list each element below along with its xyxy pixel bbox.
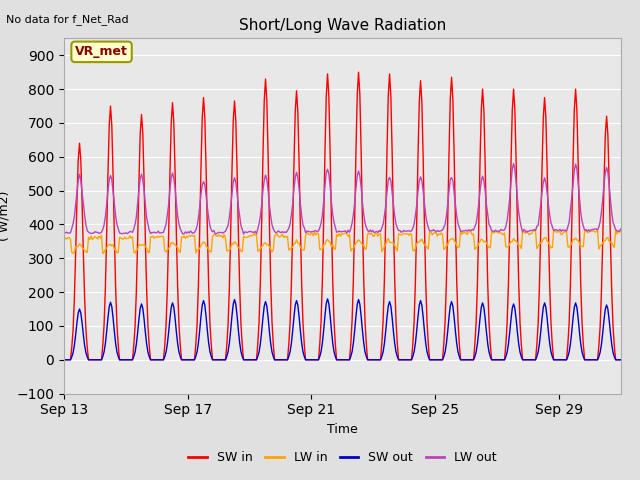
- SW out: [572, 300, 579, 306]
- LW out: [509, 161, 517, 167]
- SW in: [572, 86, 579, 92]
- LW in: [385, 236, 392, 241]
- Text: VR_met: VR_met: [75, 45, 128, 59]
- SW in: [60, 357, 68, 363]
- LW in: [104, 242, 112, 248]
- Text: No data for f_Net_Rad: No data for f_Net_Rad: [6, 14, 129, 25]
- SW in: [490, 357, 498, 363]
- LW out: [60, 230, 68, 236]
- SW in: [355, 69, 362, 75]
- SW out: [502, 354, 509, 360]
- LW in: [490, 230, 498, 236]
- LW out: [502, 224, 509, 229]
- LW out: [179, 231, 187, 237]
- SW in: [448, 74, 456, 80]
- SW in: [502, 342, 509, 348]
- LW in: [60, 234, 68, 240]
- Line: SW in: SW in: [64, 72, 621, 360]
- LW out: [490, 228, 498, 234]
- LW out: [573, 166, 580, 172]
- SW in: [617, 357, 625, 363]
- SW out: [490, 357, 498, 363]
- SW in: [103, 233, 111, 239]
- Legend: SW in, LW in, SW out, LW out: SW in, LW in, SW out, LW out: [183, 446, 502, 469]
- SW out: [617, 357, 625, 363]
- Line: LW out: LW out: [64, 164, 621, 234]
- LW out: [385, 178, 392, 183]
- SW in: [385, 93, 392, 99]
- Line: LW in: LW in: [64, 229, 621, 253]
- SW out: [448, 299, 456, 304]
- LW out: [448, 175, 456, 180]
- LW in: [99, 251, 107, 256]
- LW out: [103, 202, 111, 207]
- Y-axis label: ( W/m2): ( W/m2): [0, 191, 11, 241]
- LW in: [572, 235, 579, 241]
- Line: SW out: SW out: [64, 299, 621, 360]
- LW in: [502, 244, 509, 250]
- Title: Short/Long Wave Radiation: Short/Long Wave Radiation: [239, 18, 446, 33]
- LW in: [617, 227, 625, 232]
- SW out: [60, 357, 68, 363]
- SW out: [385, 303, 392, 309]
- SW out: [103, 329, 111, 335]
- LW out: [617, 226, 625, 232]
- SW out: [324, 296, 332, 302]
- X-axis label: Time: Time: [327, 423, 358, 436]
- LW in: [448, 236, 456, 242]
